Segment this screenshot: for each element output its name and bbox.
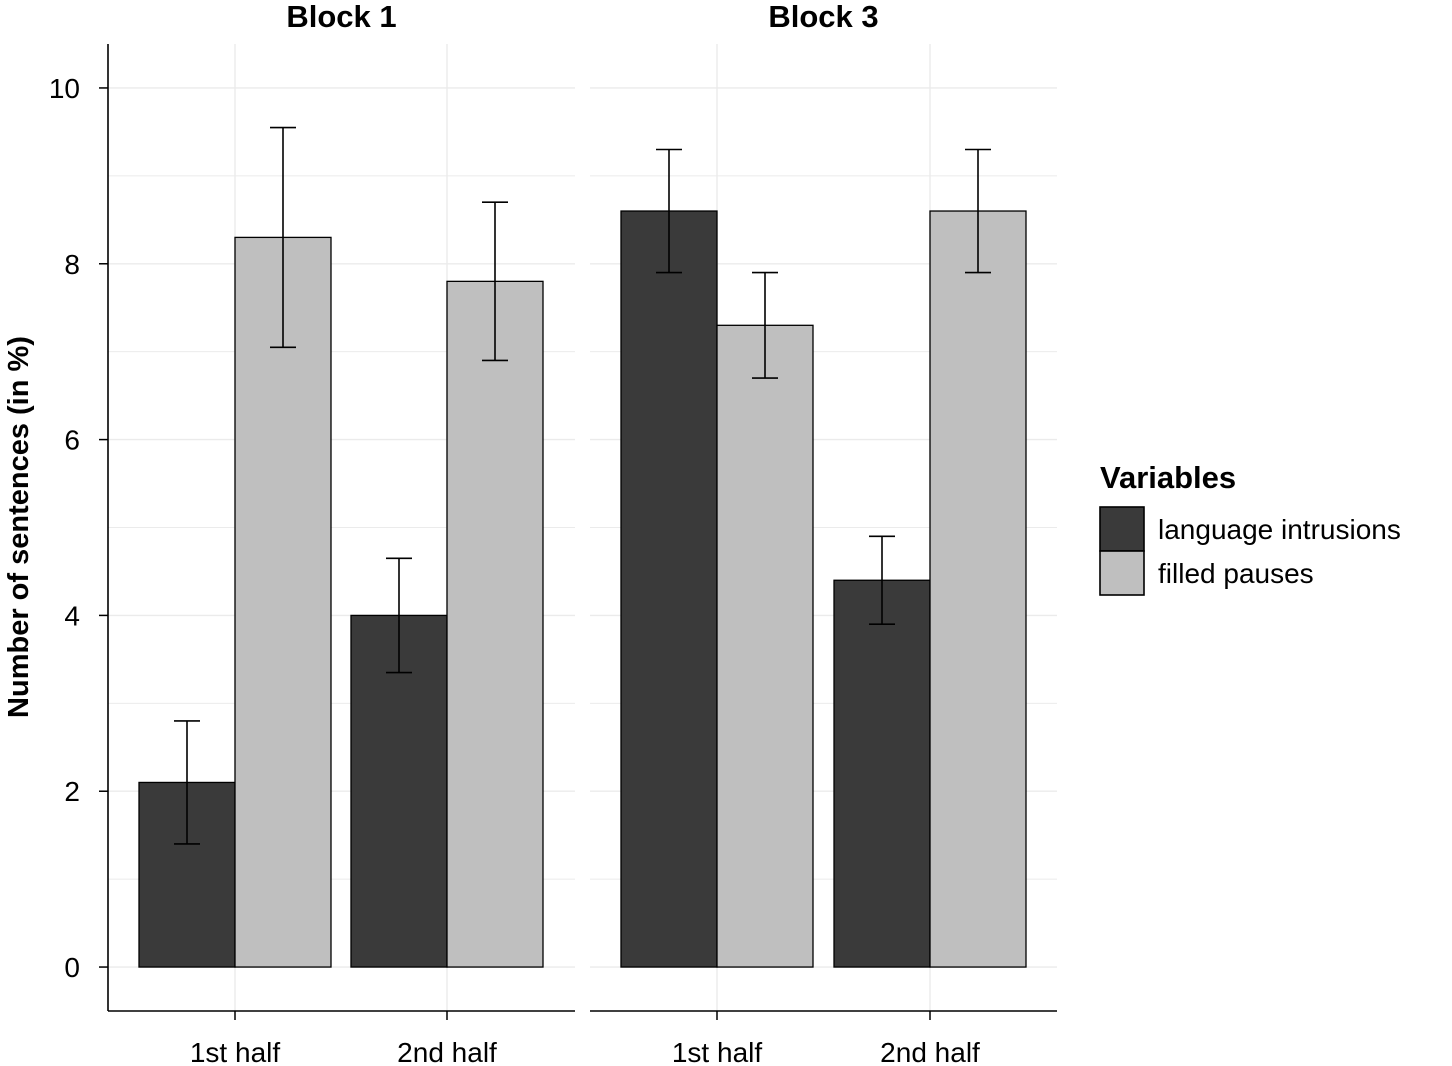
error-bar [752,271,778,379]
y-tick-label: 10 [49,73,80,104]
bar [446,280,544,968]
legend: Variables language intrusions filled paus… [1099,460,1401,596]
legend-items: language intrusions filled pauses [1099,506,1401,596]
bar [833,579,931,968]
y-tick-label: 4 [64,600,80,631]
x-tick-label: 2nd half [880,1037,980,1066]
error-bar [270,126,296,349]
y-axis: 0 2 4 6 8 10 [49,44,109,1011]
legend-item: filled pauses [1099,550,1314,596]
legend-label: language intrusions [1158,514,1401,545]
panel-2: Block 3 1st half 2nd half [590,0,1057,1066]
x-tick-label: 1st half [672,1037,762,1066]
legend-title: Variables [1100,460,1236,495]
error-bar [656,148,682,274]
facet-title: Block 1 [286,0,396,34]
bar [620,210,718,968]
x-tick-label: 2nd half [397,1037,497,1066]
y-tick-label: 8 [64,249,80,280]
error-bar [386,557,412,674]
bar [929,210,1027,968]
legend-item: language intrusions [1099,506,1401,552]
y-tick-label: 6 [64,425,80,456]
chart-panels: Block 1 1st half 2nd half Block 3 1st half 2n… [108,0,1057,1066]
legend-label: filled pauses [1158,558,1314,589]
x-tick-label: 1st half [190,1037,280,1066]
bar [234,236,332,968]
legend-swatch [1099,550,1145,596]
error-bar [174,720,200,845]
panel-1: Block 1 1st half 2nd half [108,0,575,1066]
bar [350,614,448,968]
error-bar [965,148,991,274]
error-bar [482,201,508,362]
y-axis-title: Number of sentences (in %) [3,336,35,718]
y-tick-label: 2 [64,776,80,807]
facet-title: Block 3 [768,0,878,34]
y-tick-label: 0 [64,952,80,983]
error-bar [869,535,895,626]
legend-swatch [1099,506,1145,552]
bar [716,324,814,968]
